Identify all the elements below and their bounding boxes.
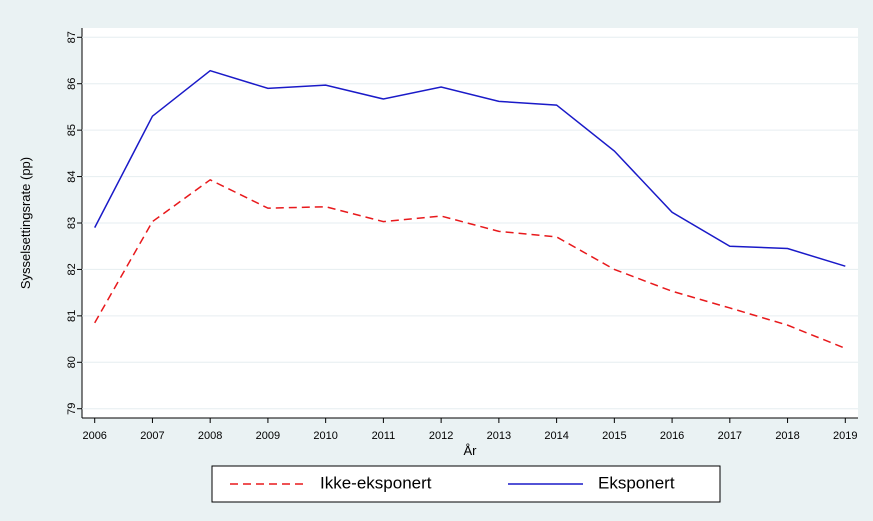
y-tick-label: 86 [66,78,78,90]
y-tick-label: 85 [66,124,78,136]
x-tick-label: 2010 [313,430,337,442]
x-tick-label: 2015 [602,430,626,442]
x-tick-label: 2012 [429,430,453,442]
x-tick-label: 2008 [198,430,222,442]
x-tick-label: 2014 [544,430,568,442]
y-tick-label: 83 [66,217,78,229]
x-tick-label: 2019 [833,430,857,442]
y-tick-label: 87 [66,31,78,43]
series-line [94,69,846,267]
x-axis-label: År [464,443,478,458]
y-tick-label: 82 [66,263,78,275]
series-line [94,178,846,350]
y-tick-label: 81 [66,310,78,322]
y-tick-label: 79 [66,403,78,415]
legend-label: Ikke-eksponert [320,473,432,492]
x-tick-label: 2017 [718,430,742,442]
x-tick-label: 2011 [372,430,396,442]
legend-label: Eksponert [598,473,675,492]
x-tick-label: 2016 [660,430,684,442]
y-axis-label: Sysselsettingsrate (pp) [18,157,33,289]
x-tick-label: 2009 [256,430,280,442]
y-tick-label: 80 [66,356,78,368]
x-tick-label: 2006 [82,430,106,442]
x-tick-label: 2013 [487,430,511,442]
x-tick-label: 2018 [775,430,799,442]
y-tick-label: 84 [66,170,78,182]
x-tick-label: 2007 [140,430,164,442]
